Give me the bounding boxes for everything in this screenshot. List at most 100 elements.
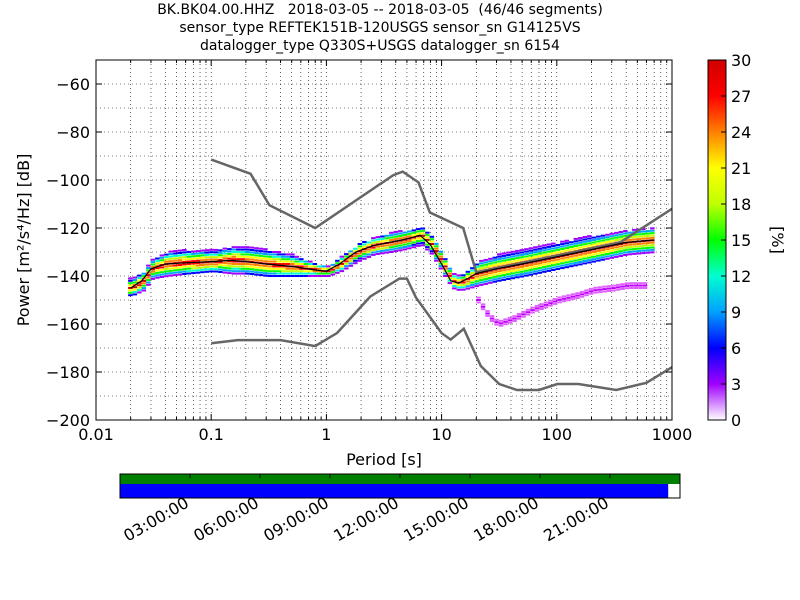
heat-cell: [375, 236, 381, 239]
heat-cell: [186, 258, 192, 261]
heat-cell: [249, 263, 255, 266]
heat-cell: [209, 256, 214, 258]
heat-cell: [317, 270, 322, 273]
heat-cell: [506, 268, 511, 271]
heat-cell: [618, 255, 624, 257]
heat-cell: [600, 241, 606, 244]
heat-cell: [582, 243, 588, 246]
heat-cell: [335, 259, 340, 262]
heat-cell: [524, 255, 529, 258]
heat-cell: [506, 256, 511, 259]
y-tick-label: −140: [46, 267, 90, 286]
heat-cell: [569, 262, 574, 265]
heat-cell: [357, 259, 363, 262]
title-line-2: sensor_type REFTEK151B-120USGS sensor_sn…: [179, 20, 581, 36]
heat-cell: [627, 231, 633, 234]
heat-cell: [213, 263, 219, 266]
timeline-coverage: 03:00:0006:00:0009:00:0012:00:0015:00:00…: [119, 473, 681, 545]
heat-cell: [168, 267, 174, 270]
heat-cell: [474, 282, 480, 285]
heat-cell-low: [642, 287, 648, 289]
heat-cell: [141, 275, 147, 278]
heat-cell-low: [485, 312, 490, 315]
heat-cell: [483, 258, 489, 261]
heat-cell: [627, 248, 633, 251]
heat-cell: [650, 248, 655, 251]
heat-cell: [537, 269, 543, 272]
heat-cell: [159, 268, 165, 271]
heat-cell: [137, 277, 142, 279]
heat-cell: [321, 272, 327, 275]
heat-cell: [560, 247, 565, 250]
heat-cell: [645, 246, 651, 249]
heat-cell: [236, 267, 241, 270]
heat-cell: [245, 258, 250, 261]
heat-cell: [164, 275, 169, 278]
heat-cell: [470, 267, 475, 270]
heat-cell-low: [534, 304, 540, 307]
heat-cell: [438, 260, 444, 263]
heat-cell: [384, 234, 390, 237]
y-tick-label: −200: [46, 411, 90, 430]
heat-cell: [380, 237, 385, 240]
heat-cell: [524, 248, 529, 251]
heat-cell: [600, 256, 606, 259]
heat-cell: [249, 256, 255, 259]
heat-cell: [398, 237, 403, 240]
heat-cell: [281, 258, 286, 261]
heat-cell-low: [611, 284, 616, 287]
heat-cell: [200, 249, 205, 252]
heat-cell: [434, 242, 439, 245]
heat-cell: [213, 256, 219, 259]
heat-cell: [528, 252, 534, 255]
heat-cell: [632, 243, 637, 246]
heat-cell: [258, 257, 264, 260]
heat-cell-low: [561, 295, 567, 298]
heat-cell: [263, 248, 268, 251]
heat-cell: [168, 265, 174, 267]
heat-cell: [605, 257, 610, 260]
heat-cell: [411, 239, 417, 241]
plot-frame: [95, 59, 673, 421]
heat-cell: [240, 246, 246, 249]
heat-cell: [605, 233, 610, 236]
timeline-tick-label: 03:00:00: [120, 493, 192, 545]
heat-cell: [420, 229, 426, 232]
y-tick-label: −120: [46, 219, 90, 238]
heat-cell: [497, 255, 502, 258]
heat-cell: [209, 263, 214, 266]
heat-cell: [285, 260, 291, 263]
heat-cell: [204, 263, 210, 266]
heat-cell: [317, 265, 322, 268]
heat-cell: [258, 271, 264, 274]
heat-cell: [290, 267, 295, 270]
heat-cell: [389, 231, 394, 234]
heat-cell: [353, 255, 358, 257]
heat-cell-low: [566, 299, 571, 302]
heat-cell: [150, 273, 156, 276]
heat-cell: [519, 268, 525, 271]
heat-cell: [636, 235, 642, 238]
heat-cell: [155, 259, 160, 262]
heat-cell: [627, 246, 633, 249]
heat-cell: [362, 243, 367, 246]
heat-cell: [420, 244, 426, 247]
heat-cell: [497, 274, 502, 277]
heat-cell: [276, 251, 282, 253]
heat-cell: [542, 261, 547, 264]
heat-cell: [200, 254, 205, 257]
heat-cell: [515, 271, 520, 274]
heat-cell: [636, 252, 642, 255]
heat-cell: [402, 241, 408, 244]
heat-cell: [582, 236, 588, 238]
heat-cell-low: [620, 285, 625, 288]
heat-cell: [249, 258, 255, 261]
heat-cell-low: [539, 308, 544, 310]
heat-cell: [245, 270, 250, 273]
heat-cell: [200, 264, 205, 266]
heat-cell: [272, 258, 277, 261]
heat-cell: [537, 271, 543, 274]
heat-cell: [263, 272, 268, 275]
heat-cell: [308, 275, 313, 277]
heat-cell: [290, 263, 295, 265]
